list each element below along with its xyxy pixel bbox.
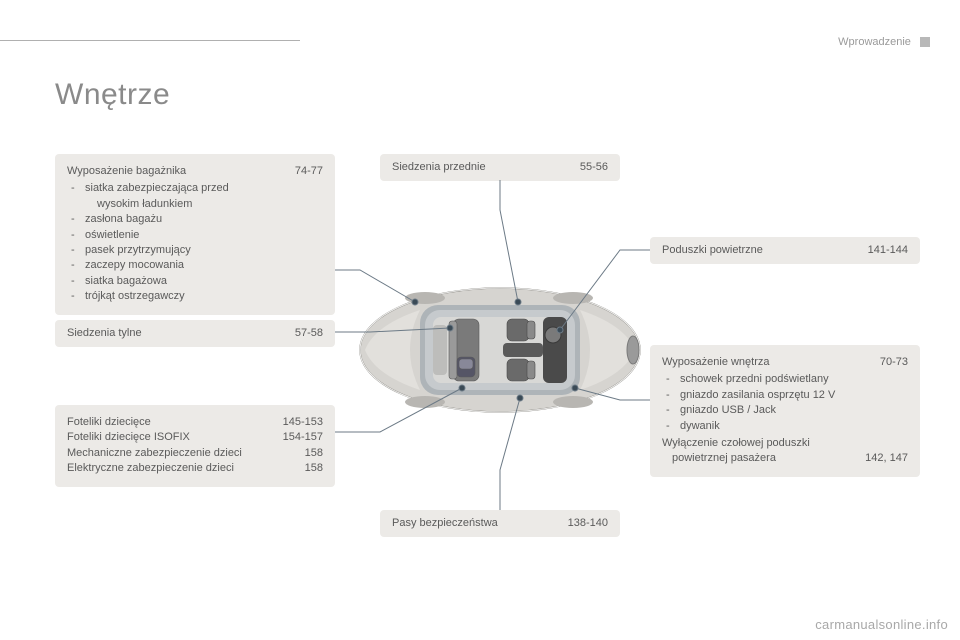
watermark: carmanualsonline.info — [815, 617, 948, 632]
chapter-label: Wprowadzenie — [838, 36, 930, 48]
front-heading: Siedzenia przednie — [392, 160, 580, 175]
interior-pages: 70-73 — [880, 355, 908, 370]
interior-extra-label: Wyłączenie czołowej poduszki — [662, 436, 908, 451]
callout-child-seats: Foteliki dziecięce145-153 Foteliki dziec… — [55, 405, 335, 487]
child-row-label: Foteliki dziecięce ISOFIX — [67, 430, 283, 445]
child-row-pages: 158 — [305, 461, 323, 476]
belt-heading: Pasy bezpieczeństwa — [392, 516, 568, 531]
header-divider — [0, 40, 300, 41]
page-title: Wnętrze — [55, 78, 170, 112]
child-row-pages: 154-157 — [283, 430, 323, 445]
child-row-pages: 145-153 — [283, 415, 323, 430]
boot-bullet: pasek przytrzymujący — [67, 243, 323, 258]
callout-boot: Wyposażenie bagażnika 74-77 siatka zabez… — [55, 154, 335, 315]
interior-bullet: dywanik — [662, 419, 908, 434]
boot-bullet: zasłona bagażu — [67, 212, 323, 227]
interior-bullet: gniazdo USB / Jack — [662, 403, 908, 418]
boot-heading: Wyposażenie bagażnika — [67, 164, 295, 179]
interior-extra-sub: powietrznej pasażera — [662, 451, 865, 466]
boot-pages: 74-77 — [295, 164, 323, 179]
boot-bullet-sub: wysokim ładunkiem — [67, 197, 323, 212]
airbag-pages: 141-144 — [868, 243, 908, 258]
child-row-label: Mechaniczne zabezpieczenie dzieci — [67, 446, 305, 461]
rear-heading: Siedzenia tylne — [67, 326, 295, 341]
car-illustration — [355, 225, 645, 475]
boot-bullet: oświetlenie — [67, 228, 323, 243]
callout-airbags: Poduszki powietrzne 141-144 — [650, 237, 920, 264]
child-row-label: Foteliki dziecięce — [67, 415, 283, 430]
interior-heading: Wyposażenie wnętrza — [662, 355, 880, 370]
chapter-marker — [920, 37, 930, 47]
airbag-heading: Poduszki powietrzne — [662, 243, 868, 258]
child-row-label: Elektryczne zabezpieczenie dzieci — [67, 461, 305, 476]
interior-bullet: schowek przedni podświetlany — [662, 372, 908, 387]
boot-bullet: siatka bagażowa — [67, 274, 323, 289]
chapter-text: Wprowadzenie — [838, 36, 911, 48]
boot-bullet: zaczepy mocowania — [67, 258, 323, 273]
interior-extra-pages2: 142, 147 — [865, 451, 908, 466]
interior-bullet-list: schowek przedni podświetlany gniazdo zas… — [662, 372, 908, 434]
callout-front-seats: Siedzenia przednie 55-56 — [380, 154, 620, 181]
boot-bullet: trójkąt ostrzegawczy — [67, 289, 323, 304]
callout-rear-seats: Siedzenia tylne 57-58 — [55, 320, 335, 347]
child-row-pages: 158 — [305, 446, 323, 461]
boot-bullet: siatka zabezpieczająca przed — [67, 181, 323, 196]
callout-interior: Wyposażenie wnętrza 70-73 schowek przedn… — [650, 345, 920, 477]
rear-pages: 57-58 — [295, 326, 323, 341]
front-pages: 55-56 — [580, 160, 608, 175]
belt-pages: 138-140 — [568, 516, 608, 531]
interior-bullet: gniazdo zasilania osprzętu 12 V — [662, 388, 908, 403]
boot-bullet-list: siatka zabezpieczająca przed wysokim ład… — [67, 181, 323, 304]
callout-seatbelts: Pasy bezpieczeństwa 138-140 — [380, 510, 620, 537]
